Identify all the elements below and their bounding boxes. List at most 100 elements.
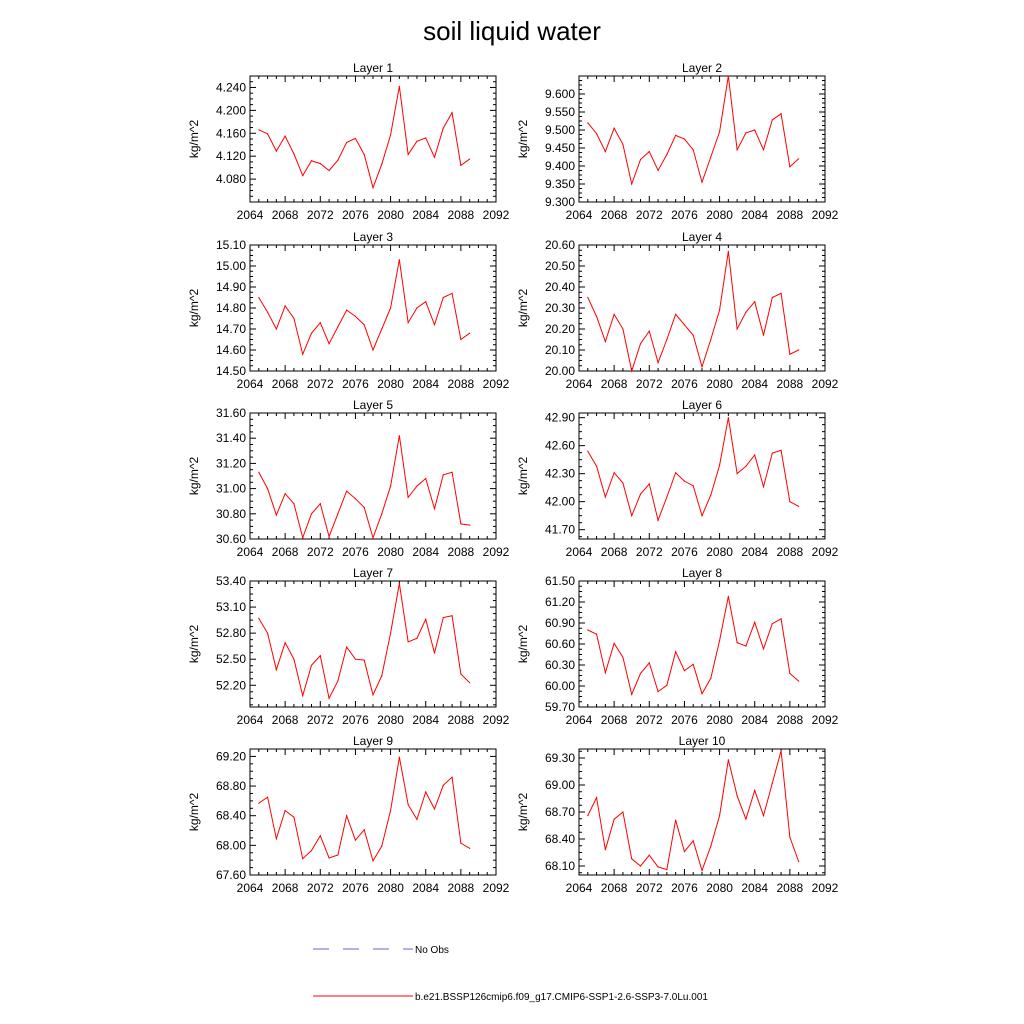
y-tick-label: 14.60 — [216, 343, 246, 357]
x-tick-label: 2084 — [741, 377, 768, 391]
data-point — [363, 659, 365, 661]
y-tick-label: 69.30 — [545, 751, 575, 765]
data-point — [587, 629, 589, 631]
y-tick-label: 68.00 — [216, 838, 246, 852]
x-tick-label: 2088 — [777, 881, 804, 895]
data-point — [293, 658, 295, 660]
data-point — [727, 75, 729, 77]
x-tick-label: 2092 — [483, 881, 510, 895]
data-point — [398, 85, 400, 87]
data-point — [710, 494, 712, 496]
data-point — [745, 465, 747, 467]
data-point — [381, 513, 383, 515]
y-tick-label: 14.70 — [216, 322, 246, 336]
data-point — [381, 328, 383, 330]
data-point — [275, 838, 277, 840]
y-tick-label: 69.00 — [545, 778, 575, 792]
y-tick-label: 68.80 — [216, 779, 246, 793]
data-point — [692, 840, 694, 842]
data-point — [789, 836, 791, 838]
data-point — [595, 797, 598, 799]
data-point — [293, 503, 295, 505]
data-point — [346, 309, 348, 311]
x-tick-label: 2084 — [412, 713, 439, 727]
data-point — [337, 854, 339, 856]
x-tick-label: 2080 — [706, 881, 733, 895]
x-tick-label: 2076 — [342, 377, 369, 391]
data-point — [451, 292, 453, 294]
x-tick-label: 2084 — [741, 208, 768, 222]
data-point — [328, 697, 330, 699]
data-point — [398, 259, 400, 261]
y-tick-label: 53.40 — [216, 574, 246, 588]
data-point — [381, 163, 383, 165]
panel-grid: Layer 1 2064 2068 2072 2076 2080 2084 2088 2092 4… — [187, 61, 839, 895]
y-tick-label: 4.080 — [216, 172, 246, 186]
data-point — [363, 324, 365, 326]
data-point — [631, 858, 633, 860]
y-axis-label: kg/m^2 — [187, 457, 201, 496]
data-point — [319, 835, 321, 837]
data-point — [631, 370, 633, 372]
data-point — [460, 523, 462, 525]
data-point — [762, 149, 765, 151]
x-tick-label: 2072 — [636, 377, 663, 391]
data-point — [762, 648, 765, 650]
data-point — [469, 332, 471, 334]
data-point — [337, 326, 339, 328]
data-point — [460, 164, 462, 166]
data-point — [302, 175, 304, 177]
data-point — [266, 796, 269, 798]
data-point — [657, 691, 659, 693]
x-tick-label: 2072 — [636, 713, 663, 727]
data-point — [789, 166, 791, 168]
data-point — [284, 135, 286, 137]
data-point — [604, 849, 606, 851]
data-point — [683, 324, 686, 326]
data-point — [354, 839, 357, 841]
data-point — [407, 496, 409, 499]
data-point — [310, 332, 313, 334]
data-point — [771, 782, 773, 784]
x-tick-label: 2076 — [671, 545, 698, 559]
data-point — [710, 677, 712, 679]
x-tick-label: 2084 — [412, 208, 439, 222]
data-point — [407, 153, 409, 156]
data-point — [727, 595, 729, 598]
data-point — [310, 664, 313, 666]
y-tick-label: 59.70 — [545, 700, 575, 714]
x-tick-label: 2092 — [812, 881, 839, 895]
legend-model-label: b.e21.BSSP126cmip6.f09_g17.CMIP6-SSP1-2.… — [415, 992, 708, 1003]
x-tick-label: 2072 — [307, 208, 334, 222]
y-axis-label: kg/m^2 — [187, 289, 201, 328]
x-tick-label: 2088 — [777, 377, 804, 391]
data-point — [442, 784, 444, 786]
data-point — [631, 693, 633, 696]
data-point — [587, 450, 589, 452]
x-tick-label: 2076 — [671, 208, 698, 222]
data-point — [631, 515, 633, 517]
plot-frame — [578, 748, 826, 876]
y-tick-label: 60.00 — [545, 679, 575, 693]
data-point — [648, 330, 650, 332]
data-point — [604, 496, 606, 498]
data-point — [613, 818, 615, 820]
data-point — [701, 869, 703, 872]
data-point — [319, 163, 321, 165]
data-point — [442, 127, 444, 129]
data-point — [595, 133, 598, 135]
panel-title: Layer 7 — [353, 566, 393, 580]
data-point — [683, 851, 686, 853]
x-tick-label: 2068 — [601, 377, 628, 391]
data-point — [363, 153, 365, 156]
data-point — [275, 514, 277, 516]
x-tick-label: 2072 — [636, 545, 663, 559]
data-point — [346, 815, 348, 817]
data-point — [701, 515, 703, 517]
data-point — [780, 618, 782, 620]
data-point — [666, 869, 668, 871]
data-point — [780, 449, 782, 451]
data-point — [425, 137, 427, 139]
data-point — [675, 313, 677, 315]
panel-layer-3: Layer 3 2064 2068 2072 2076 2080 2084 2088 2092 1… — [187, 230, 510, 391]
